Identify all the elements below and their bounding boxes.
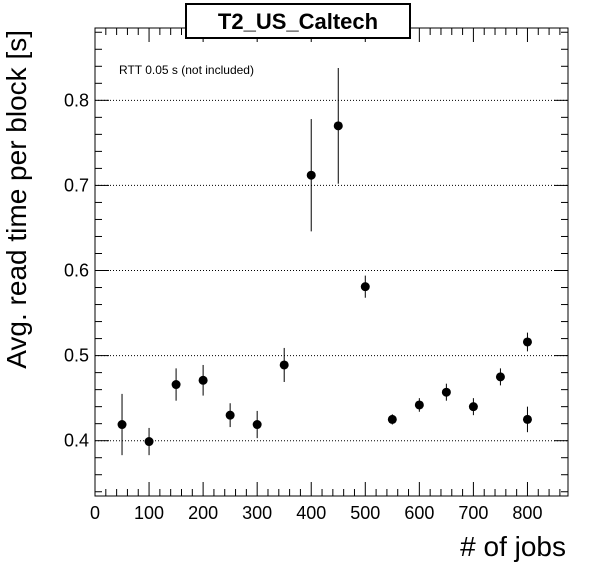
y-tick-label: 0.6	[64, 261, 89, 281]
title-box	[185, 3, 411, 39]
axis-ticks	[94, 28, 568, 496]
data-point	[279, 360, 289, 370]
y-tick-label: 0.4	[64, 431, 89, 451]
y-tick-label: 0.5	[64, 346, 89, 366]
x-tick-label: 500	[350, 503, 380, 523]
data-point	[522, 337, 532, 347]
y-tick-labels: 0.4 0.5 0.6 0.7 0.8	[64, 90, 89, 450]
data-point	[441, 387, 451, 397]
data-point	[468, 402, 478, 412]
grid-lines	[95, 99, 568, 442]
data-points	[117, 67, 532, 456]
x-tick-label: 400	[296, 503, 326, 523]
x-tick-label: 0	[90, 503, 100, 523]
x-tick-label: 600	[404, 503, 434, 523]
y-tick-label: 0.8	[64, 90, 89, 110]
data-point	[144, 437, 154, 447]
x-tick-label: 300	[242, 503, 272, 523]
x-tick-label: 100	[134, 503, 164, 523]
data-point	[414, 400, 424, 410]
data-point	[333, 121, 343, 131]
x-tick-label: 700	[458, 503, 488, 523]
data-point	[171, 380, 181, 390]
x-tick-label: 800	[512, 503, 542, 523]
data-point	[117, 420, 127, 430]
data-point	[495, 372, 505, 382]
plot-frame	[94, 27, 569, 497]
x-tick-labels: 0 100 200 300 400 500 600 700 800	[90, 503, 542, 523]
chart-title: T2_US_Caltech	[218, 9, 378, 34]
y-axis-title: Avg. read time per block [s]	[1, 30, 32, 369]
data-point	[522, 414, 532, 424]
data-point	[306, 170, 316, 180]
data-point	[360, 282, 370, 292]
data-point	[225, 410, 235, 420]
x-axis-title: # of jobs	[460, 531, 566, 562]
x-tick-label: 200	[188, 503, 218, 523]
data-point	[252, 420, 262, 430]
chart-annotation: RTT 0.05 s (not included)	[119, 63, 254, 77]
data-point	[198, 375, 208, 385]
data-point	[387, 414, 397, 424]
y-tick-label: 0.7	[64, 175, 89, 195]
